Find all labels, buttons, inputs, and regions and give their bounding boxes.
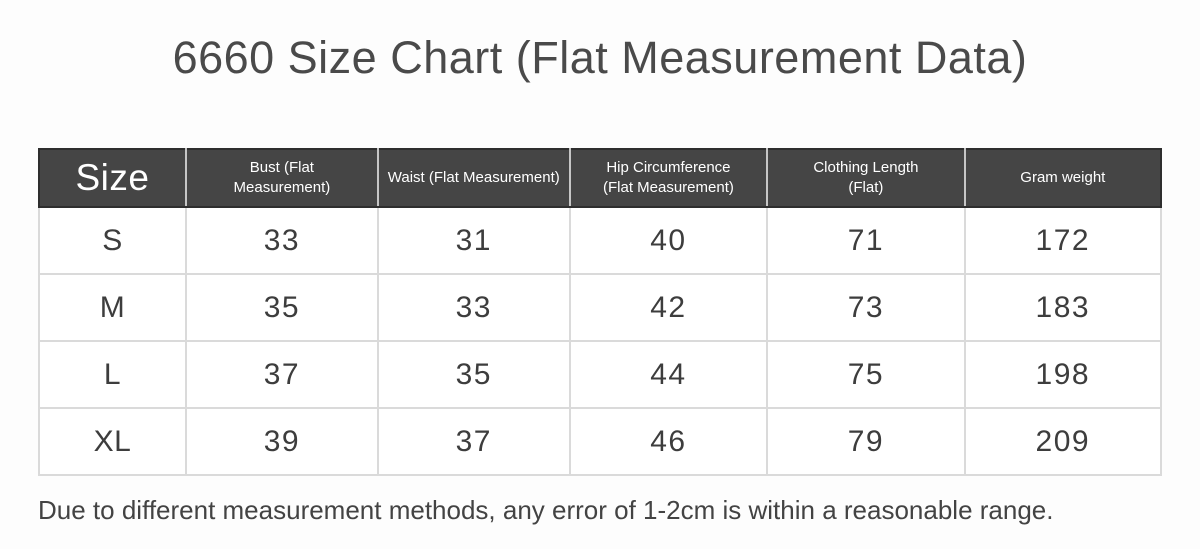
cell-gram: 172 [963, 206, 1163, 275]
table-row-m: M 35 33 42 73 183 [38, 273, 1163, 342]
cell-size: XL [38, 407, 187, 476]
header-hip: Hip Circumference (Flat Measurement) [568, 148, 769, 208]
size-chart-table: Size Bust (Flat Measurement) Waist (Flat… [38, 148, 1163, 476]
cell-length: 73 [766, 273, 966, 342]
cell-length: 71 [766, 206, 966, 275]
size-chart-page: 6660 Size Chart (Flat Measurement Data) … [0, 30, 1200, 549]
cell-hip: 42 [568, 273, 769, 342]
cell-hip: 40 [568, 206, 769, 275]
page-title: 6660 Size Chart (Flat Measurement Data) [172, 32, 1028, 83]
cell-waist: 35 [376, 340, 571, 409]
table-row-xl: XL 39 37 46 79 209 [38, 407, 1163, 476]
cell-waist: 37 [376, 407, 571, 476]
cell-bust: 33 [184, 206, 379, 275]
measurement-disclaimer: Due to different measurement methods, an… [38, 495, 1054, 525]
table-header-row: Size Bust (Flat Measurement) Waist (Flat… [38, 148, 1163, 208]
cell-size: S [38, 206, 187, 275]
header-size: Size [38, 148, 187, 208]
table-row-l: L 37 35 44 75 198 [38, 340, 1163, 409]
cell-waist: 33 [376, 273, 571, 342]
header-clothing-length: Clothing Length (Flat) [766, 148, 966, 208]
cell-gram: 183 [963, 273, 1163, 342]
cell-hip: 46 [568, 407, 769, 476]
cell-waist: 31 [376, 206, 571, 275]
header-waist: Waist (Flat Measurement) [376, 148, 571, 208]
cell-length: 75 [766, 340, 966, 409]
cell-hip: 44 [568, 340, 769, 409]
table-row-s: S 33 31 40 71 172 [38, 206, 1163, 275]
cell-size: L [38, 340, 187, 409]
size-chart-table-container: Size Bust (Flat Measurement) Waist (Flat… [38, 148, 1163, 476]
header-bust: Bust (Flat Measurement) [184, 148, 379, 208]
cell-bust: 39 [184, 407, 379, 476]
cell-gram: 209 [963, 407, 1163, 476]
cell-size: M [38, 273, 187, 342]
cell-bust: 35 [184, 273, 379, 342]
cell-bust: 37 [184, 340, 379, 409]
cell-length: 79 [766, 407, 966, 476]
header-gram-weight: Gram weight [963, 148, 1163, 208]
cell-gram: 198 [963, 340, 1163, 409]
